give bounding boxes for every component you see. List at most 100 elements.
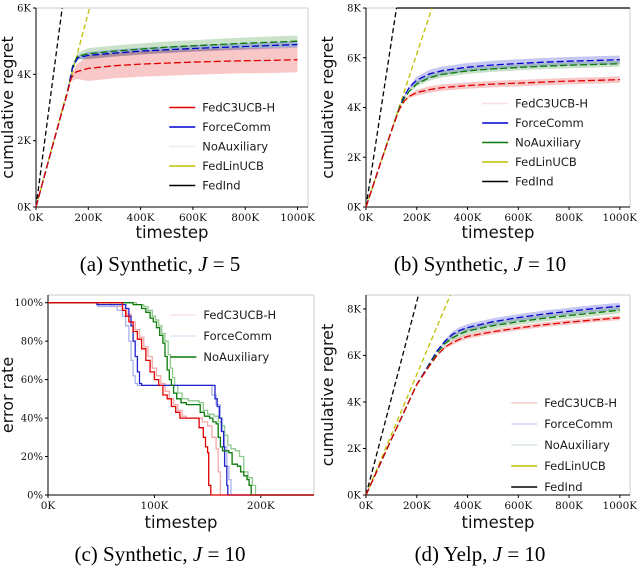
legend-label: NoAuxiliary bbox=[203, 350, 269, 364]
legend-label: ForceComm bbox=[515, 116, 584, 130]
y-tick-label: 80% bbox=[21, 337, 43, 348]
caption-a: (a) Synthetic, J = 5 bbox=[0, 252, 320, 277]
band-forcecomm bbox=[67, 41, 298, 93]
x-tick-label: 400K bbox=[454, 500, 482, 512]
y-tick-label: 0K bbox=[17, 203, 31, 214]
line-fedind bbox=[365, 7, 398, 208]
caption-c-suffix: = 10 bbox=[202, 542, 246, 566]
x-tick-label: 400K bbox=[454, 212, 482, 224]
band-fedc3ucb-h bbox=[404, 76, 620, 102]
y-tick-label: 6K bbox=[347, 351, 361, 362]
x-axis-label: timestep bbox=[462, 223, 535, 242]
caption-b-text: (b) Synthetic, bbox=[393, 252, 514, 276]
line-forcecomm bbox=[365, 305, 620, 496]
y-tick-label: 8K bbox=[347, 4, 361, 15]
caption-a-suffix: = 5 bbox=[207, 252, 241, 276]
line-fedc3ucb-h bbox=[365, 317, 620, 496]
caption-a-text: (a) Synthetic, bbox=[79, 252, 199, 276]
line-fedc3ucb-h bbox=[48, 302, 314, 496]
y-tick-label: 2K bbox=[347, 153, 361, 164]
line-fedind bbox=[365, 294, 420, 496]
line-noauxiliary bbox=[48, 302, 314, 496]
x-axis-label: timestep bbox=[145, 513, 218, 532]
x-axis-label: timestep bbox=[136, 223, 209, 242]
x-tick-label: 600K bbox=[504, 500, 532, 512]
y-tick-label: 100% bbox=[14, 298, 43, 309]
x-tick-label: 1000K bbox=[603, 212, 638, 224]
y-tick-label: 0K bbox=[347, 491, 361, 502]
x-tick-label: 0K bbox=[359, 212, 374, 224]
y-tick-label: 0K bbox=[347, 203, 361, 214]
x-tick-label: 200K bbox=[403, 500, 431, 512]
legend-label: FedInd bbox=[515, 175, 553, 189]
legend-label: FedLinUCB bbox=[202, 159, 264, 173]
legend-label: FedInd bbox=[544, 480, 582, 494]
y-tick-label: 8K bbox=[347, 304, 361, 315]
legend-label: NoAuxiliary bbox=[202, 140, 268, 154]
caption-a-var: J bbox=[198, 252, 208, 276]
caption-b: (b) Synthetic, J = 10 bbox=[320, 252, 640, 277]
legend-label: FedC3UCB-H bbox=[202, 101, 275, 115]
line-forcecomm-run bbox=[48, 302, 314, 496]
y-tick-label: 2K bbox=[17, 136, 31, 147]
y-tick-label: 20% bbox=[21, 452, 43, 463]
legend-label: NoAuxiliary bbox=[544, 438, 610, 452]
caption-d-var: J bbox=[492, 542, 503, 566]
line-fedc3ucb-h bbox=[365, 78, 620, 208]
x-tick-label: 1000K bbox=[280, 212, 315, 224]
y-tick-label: 6K bbox=[347, 53, 361, 64]
caption-c-var: J bbox=[192, 542, 203, 566]
y-tick-label: 6K bbox=[17, 4, 31, 15]
line-noauxiliary bbox=[365, 309, 620, 496]
line-noauxiliary-run bbox=[48, 302, 314, 496]
x-tick-label: 800K bbox=[555, 500, 583, 512]
caption-d-suffix: = 10 bbox=[502, 542, 546, 566]
line-fedind bbox=[35, 7, 63, 208]
caption-c-text: (c) Synthetic, bbox=[74, 542, 193, 566]
legend-label: ForceComm bbox=[203, 329, 272, 343]
y-axis-label: cumulative regret bbox=[0, 36, 17, 179]
line-fedlinucb bbox=[365, 294, 451, 496]
band-forcecomm bbox=[404, 55, 620, 97]
band-fedc3ucb-h bbox=[66, 47, 298, 98]
y-tick-label: 60% bbox=[21, 375, 43, 386]
y-axis-label: cumulative regret bbox=[320, 324, 337, 467]
x-tick-label: 600K bbox=[179, 212, 207, 224]
caption-d: (d) Yelp, J = 10 bbox=[320, 542, 640, 567]
chart-a-canvas: 0K 2K 4K 6K 0K 200K 400K 600K 800K 1000K cumulativ… bbox=[0, 4, 315, 243]
legend-label: ForceComm bbox=[202, 120, 271, 134]
panel-a: 0K 2K 4K 6K 0K 200K 400K 600K 800K 1000K cumulativ… bbox=[0, 0, 320, 245]
x-axis-label: timestep bbox=[462, 513, 535, 532]
line-fedc3ucb-h bbox=[35, 59, 298, 208]
caption-c: (c) Synthetic, J = 10 bbox=[0, 542, 320, 567]
legend-label: FedC3UCB-H bbox=[515, 97, 588, 111]
x-tick-label: 200K bbox=[247, 500, 275, 512]
line-forcecomm bbox=[48, 302, 314, 496]
band-noauxiliary bbox=[404, 60, 620, 100]
band-fedc3ucb-h bbox=[437, 315, 620, 356]
caption-b-var: J bbox=[513, 252, 523, 276]
x-tick-label: 1000K bbox=[603, 500, 638, 512]
line-fedc3ucb-h-run bbox=[48, 302, 314, 496]
panel-b: 0K 2K 4K 6K 8K 0K 200K 400K 600K 800K 1000K cumulat… bbox=[320, 0, 640, 245]
chart-d-canvas: 0K 2K 4K 6K 8K 0K 200K 400K 600K 800K 1000K cumulat… bbox=[320, 294, 638, 532]
legend-label: FedC3UCB-H bbox=[544, 396, 617, 410]
legend-label: FedC3UCB-H bbox=[203, 308, 276, 322]
chart-b-canvas: 0K 2K 4K 6K 8K 0K 200K 400K 600K 800K 1000K cumulat… bbox=[320, 4, 638, 243]
x-tick-label: 800K bbox=[555, 212, 583, 224]
legend-label: FedLinUCB bbox=[544, 459, 606, 473]
chart-c-canvas: 0% 20% 40% 60% 80% 100% 0K 100K 200K error rate ti… bbox=[0, 294, 315, 532]
x-tick-label: 100K bbox=[140, 500, 168, 512]
x-tick-label: 200K bbox=[74, 212, 102, 224]
x-tick-label: 0K bbox=[41, 500, 56, 512]
x-tick-label: 800K bbox=[231, 212, 259, 224]
y-tick-label: 4K bbox=[347, 397, 361, 408]
x-tick-label: 200K bbox=[403, 212, 431, 224]
y-tick-label: 4K bbox=[17, 70, 31, 81]
x-tick-label: 400K bbox=[127, 212, 155, 224]
legend-label: ForceComm bbox=[544, 417, 613, 431]
x-tick-label: 0K bbox=[29, 212, 44, 224]
legend-label: FedInd bbox=[202, 179, 240, 193]
caption-b-suffix: = 10 bbox=[522, 252, 567, 276]
